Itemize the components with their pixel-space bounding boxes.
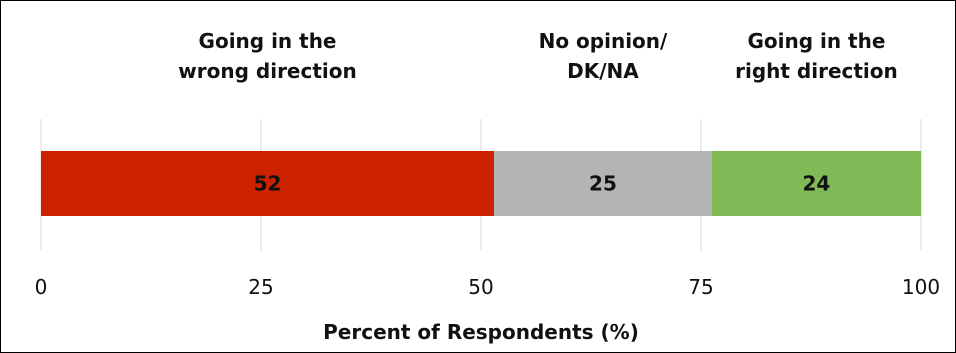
category-label-1-line-0: No opinion/ — [539, 29, 668, 53]
bar-segment-1 — [494, 151, 712, 216]
x-tick-labels: 0 25 50 75 100 — [35, 275, 940, 299]
x-tick-label-3: 75 — [688, 275, 713, 299]
x-axis-title: Percent of Respondents (%) — [323, 320, 639, 344]
bar-segments — [41, 151, 921, 216]
category-labels: Going in the wrong direction No opinion/DK… — [178, 29, 897, 83]
value-label-1: 25 — [589, 172, 617, 196]
x-tick-label-1: 25 — [248, 275, 273, 299]
value-label-2: 24 — [803, 172, 831, 196]
category-label-1: No opinion/DK/NA — [539, 29, 668, 83]
bar-segment-0 — [41, 151, 495, 216]
category-label-2: Going in the right direction — [735, 29, 898, 83]
category-label-0-line-0: Going in the — [199, 29, 337, 53]
category-label-1-line-1: DK/NA — [567, 59, 639, 83]
category-label-2-line-1: right direction — [735, 59, 898, 83]
value-label-0: 52 — [254, 172, 282, 196]
category-label-2-line-0: Going in the — [747, 29, 885, 53]
x-tick-label-0: 0 — [35, 275, 48, 299]
x-tick-label-4: 100 — [902, 275, 940, 299]
category-label-0: Going in the wrong direction — [178, 29, 356, 83]
bar-segment-2 — [711, 151, 921, 216]
category-label-0-line-1: wrong direction — [178, 59, 356, 83]
x-tick-label-2: 50 — [468, 275, 493, 299]
value-labels: 52 25 24 — [254, 172, 831, 196]
